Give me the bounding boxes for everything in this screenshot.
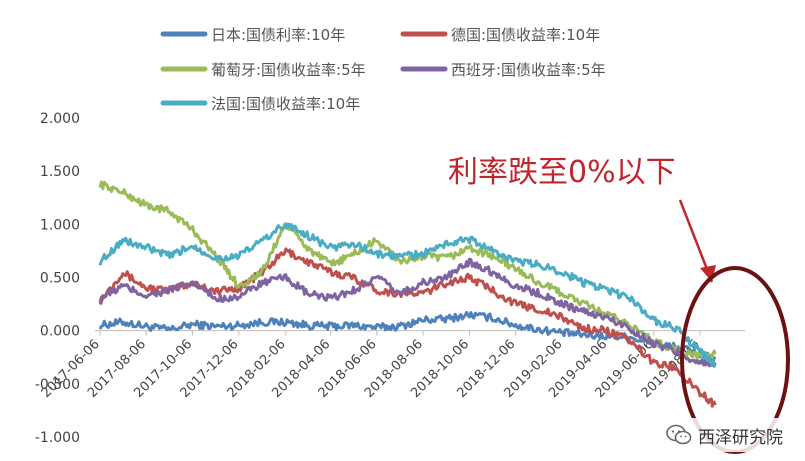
legend-label: 日本:国债利率:10年 [211,26,345,44]
y-tick-label: 2.000 [40,111,80,127]
wechat-icon [666,424,692,445]
y-tick-label: 0.000 [40,324,80,340]
y-tick-label: 1.500 [40,164,80,180]
series-line [98,222,717,368]
annotation-label: 利率跌至0%以下 [448,155,676,190]
legend-label: 法国:国债收益率:10年 [211,95,360,113]
watermark: 西泽研究院 [660,418,805,452]
y-tick-label: -1.000 [35,430,80,446]
series-line [98,311,717,361]
series-line [98,257,717,368]
legend-label: 葡萄牙:国债收益率:5年 [211,61,366,79]
y-tick-label: 1.000 [40,217,80,233]
watermark-text: 西泽研究院 [698,427,783,448]
legend-label: 西班牙:国债收益率:5年 [451,61,606,79]
legend-label: 德国:国债收益率:10年 [451,26,600,44]
y-tick-label: -0.500 [35,377,80,393]
annotation: 利率跌至0%以下 [448,155,790,454]
series-layer [98,180,717,408]
annotation-ellipse [680,266,790,454]
y-tick-label: 0.500 [40,271,80,287]
y-axis: 2.000 1.500 1.000 0.500 0.000 -0.500 -1.000 [35,111,80,446]
